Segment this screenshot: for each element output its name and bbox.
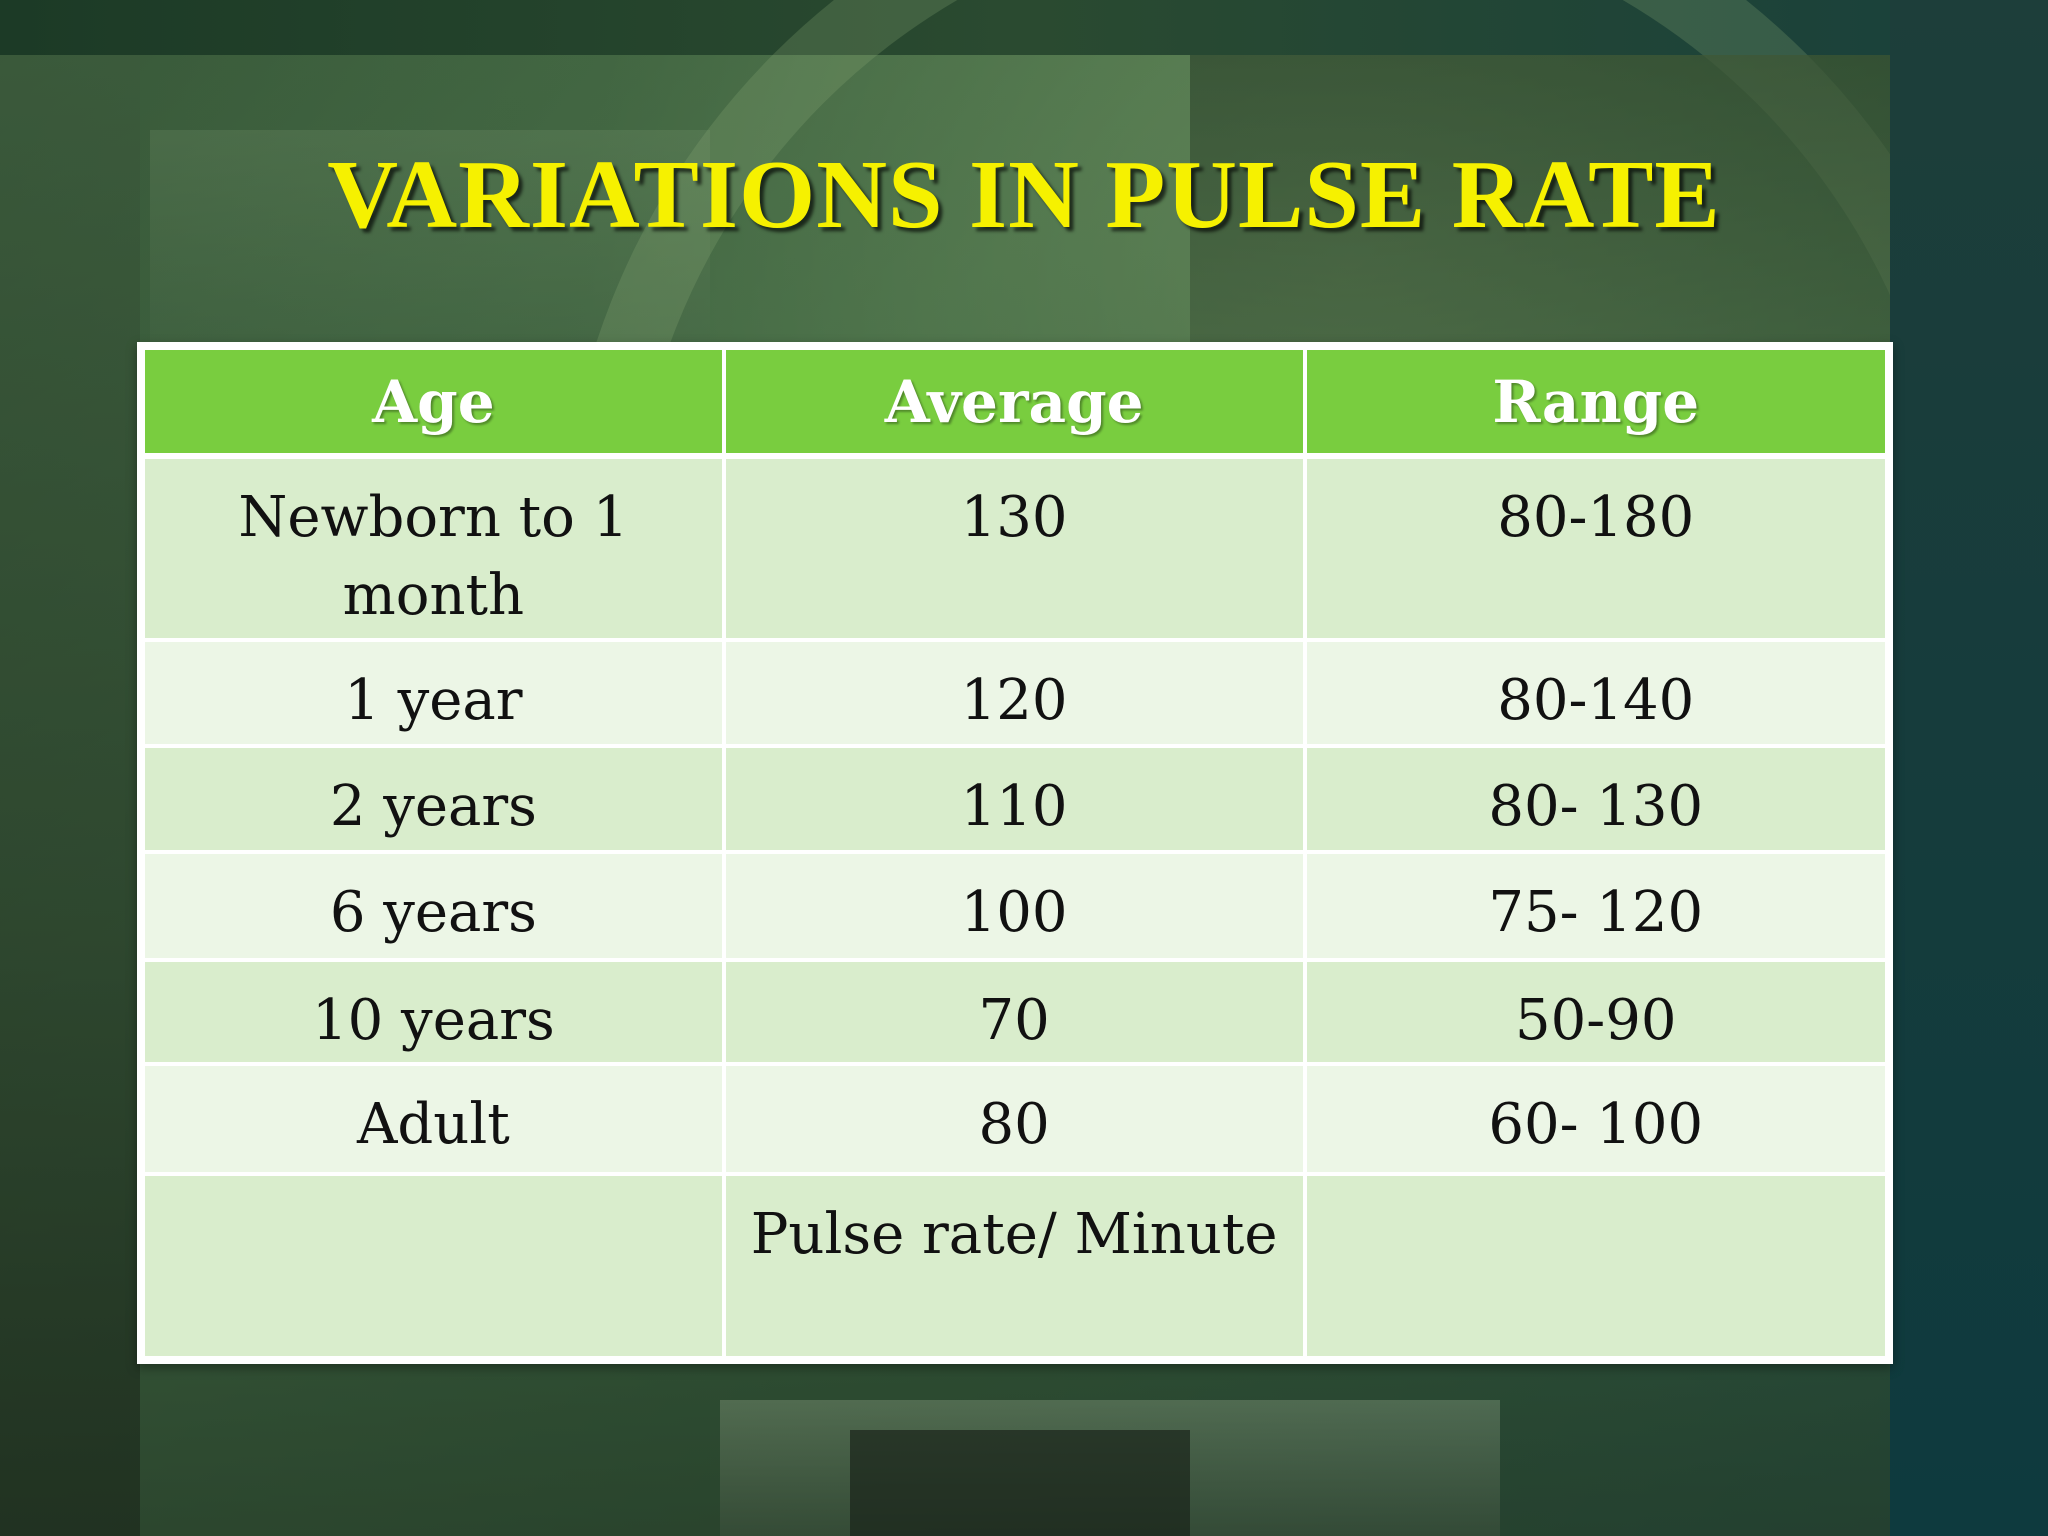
cell-average: 80 <box>721 1062 1307 1176</box>
cell-age <box>141 1172 726 1360</box>
cell-range: 80-180 <box>1302 454 1889 642</box>
table-row: Pulse rate/ Minute <box>141 1172 1889 1360</box>
table-row: 6 years 100 75- 120 <box>141 850 1889 962</box>
table-header-row: Age Average Range <box>141 346 1889 459</box>
cell-average: 70 <box>721 958 1307 1066</box>
cell-age: 2 years <box>141 744 726 854</box>
cell-range: 60- 100 <box>1302 1062 1889 1176</box>
header-age: Age <box>141 346 726 459</box>
header-range: Range <box>1302 346 1889 459</box>
cell-average: Pulse rate/ Minute <box>721 1172 1307 1360</box>
cell-average: 100 <box>721 850 1307 962</box>
cell-range <box>1302 1172 1889 1360</box>
background-doorway <box>850 1430 1190 1536</box>
table-row: Newborn to 1 month 130 80-180 <box>141 454 1889 642</box>
cell-range: 75- 120 <box>1302 850 1889 962</box>
background-left-strip <box>0 55 140 1536</box>
table-row: 10 years 70 50-90 <box>141 958 1889 1066</box>
header-average: Average <box>721 346 1307 459</box>
cell-age: 1 year <box>141 638 726 748</box>
table-row: 1 year 120 80-140 <box>141 638 1889 748</box>
cell-average: 110 <box>721 744 1307 854</box>
cell-range: 50-90 <box>1302 958 1889 1066</box>
cell-average: 130 <box>721 454 1307 642</box>
cell-age: Newborn to 1 month <box>141 454 726 642</box>
cell-age: Adult <box>141 1062 726 1176</box>
table-row: 2 years 110 80- 130 <box>141 744 1889 854</box>
background-right-band <box>1890 0 2048 1536</box>
cell-age: 6 years <box>141 850 726 962</box>
cell-age: 10 years <box>141 958 726 1066</box>
pulse-rate-table-container: Age Average Range Newborn to 1 month 130… <box>137 342 1893 1364</box>
cell-average: 120 <box>721 638 1307 748</box>
cell-range: 80-140 <box>1302 638 1889 748</box>
cell-range: 80- 130 <box>1302 744 1889 854</box>
slide-title: VARIATIONS IN PULSE RATE <box>327 141 1721 249</box>
pulse-rate-table: Age Average Range Newborn to 1 month 130… <box>141 346 1889 1360</box>
table-row: Adult 80 60- 100 <box>141 1062 1889 1176</box>
